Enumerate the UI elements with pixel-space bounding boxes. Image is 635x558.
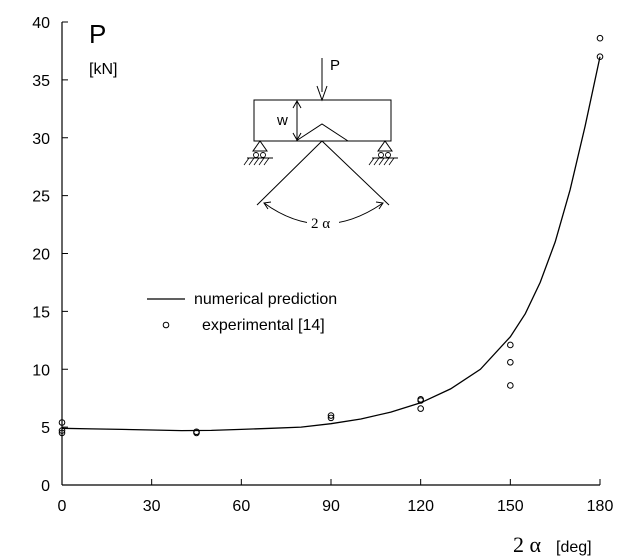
x-tick-label: 30 — [143, 498, 161, 515]
inset-load-label: P — [330, 57, 340, 74]
angle-line-right — [321, 140, 390, 206]
legend-label-experimental: experimental [14] — [202, 317, 325, 334]
series-line-numerical-prediction — [61, 56, 601, 432]
data-point-experimental — [327, 412, 335, 419]
inset-angle-label: 2 α — [311, 216, 330, 232]
inset-depth-label: w — [276, 112, 288, 129]
depth-arrow-bottom — [292, 132, 302, 142]
beam-body — [253, 99, 392, 142]
x-tick-label: 0 — [58, 498, 67, 515]
legend: numerical prediction experimental [14] — [147, 291, 337, 334]
y-tick-label: 40 — [32, 15, 50, 32]
x-tick-label: 180 — [587, 498, 614, 515]
x-tick-label: 150 — [497, 498, 524, 515]
data-point-experimental — [417, 405, 424, 412]
data-point-experimental — [58, 429, 66, 437]
legend-circle-swatch — [162, 321, 170, 329]
data-point-experimental — [596, 53, 604, 61]
left-support — [252, 140, 268, 152]
x-tick-label: 120 — [407, 498, 434, 515]
y-tick-label: 10 — [32, 362, 50, 379]
y-tick-label: 15 — [32, 304, 50, 321]
inset-beam-diagram: P w 2 α — [243, 57, 398, 232]
depth-arrow-top — [292, 99, 302, 109]
data-point-experimental — [327, 414, 335, 422]
y-axis-title: P — [89, 19, 106, 49]
x-tick-label: 90 — [322, 498, 340, 515]
left-support-hatch — [243, 157, 270, 166]
right-support-roller-1 — [378, 152, 384, 158]
right-support-roller-2 — [385, 152, 391, 158]
x-tick-label: 60 — [232, 498, 250, 515]
y-tick-label: 25 — [32, 189, 50, 206]
x-ticks: 0 30 60 90 120 150 180 — [58, 479, 614, 515]
angle-arrow-left — [263, 201, 272, 210]
data-point-experimental — [193, 429, 200, 437]
left-support-roller-2 — [260, 152, 266, 158]
angle-line-left — [256, 140, 323, 206]
data-point-experimental — [58, 427, 66, 434]
data-point-experimental — [507, 382, 514, 389]
load-arrow-head — [316, 85, 328, 102]
x-axis-title: 2 α — [513, 532, 542, 557]
y-tick-label: 30 — [32, 131, 50, 148]
angle-label-mask — [307, 212, 339, 230]
data-point-experimental — [507, 359, 514, 366]
left-support-roller-1 — [253, 152, 259, 158]
y-tick-label: 5 — [41, 420, 50, 437]
x-axis-unit: [deg] — [556, 539, 592, 556]
y-tick-label: 20 — [32, 247, 50, 264]
right-support-hatch — [368, 157, 395, 166]
data-point-experimental — [58, 419, 66, 426]
legend-label-numerical-prediction: numerical prediction — [194, 291, 337, 308]
y-ticks: 0 5 10 15 20 25 30 35 40 — [32, 15, 68, 495]
beam-notch — [295, 123, 349, 142]
axes: 0 30 60 90 120 150 180 0 5 10 15 20 25 30 35 40 — [32, 15, 613, 515]
right-support — [377, 140, 393, 152]
data-point-experimental — [417, 397, 424, 404]
y-tick-label: 0 — [41, 478, 50, 495]
data-point-experimental — [596, 34, 604, 42]
series-experimental — [58, 34, 604, 437]
y-axis-unit: [kN] — [89, 61, 117, 78]
y-tick-label: 35 — [32, 73, 50, 90]
angle-arrow-right — [375, 201, 384, 210]
data-point-experimental — [507, 341, 514, 349]
